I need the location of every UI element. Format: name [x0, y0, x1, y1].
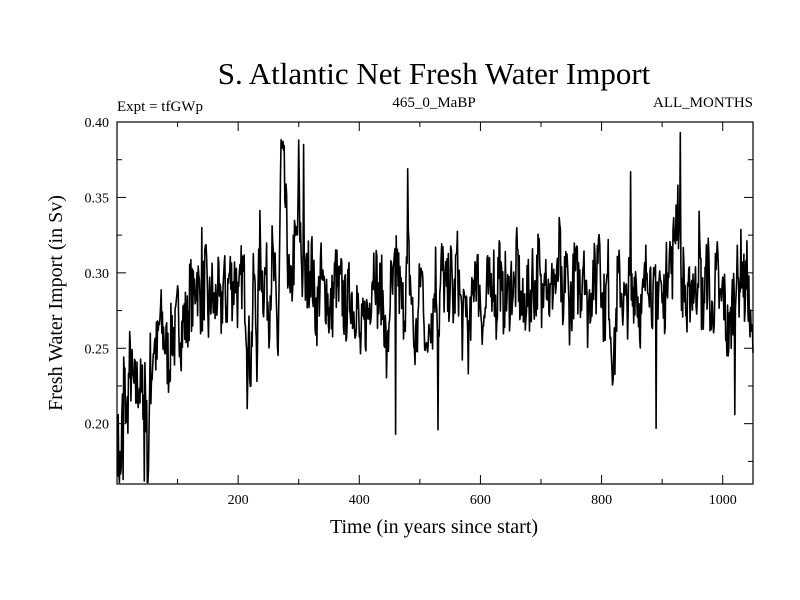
- y-tick-label: 0.25: [85, 342, 110, 357]
- y-tick-label: 0.30: [85, 267, 110, 282]
- y-axis-label: Fresh Water Import (in Sv): [45, 195, 67, 411]
- x-tick-label: 200: [228, 493, 249, 508]
- y-tick-label: 0.40: [85, 116, 110, 131]
- x-tick-label: 800: [591, 493, 612, 508]
- chart-title: S. Atlantic Net Fresh Water Import: [218, 56, 651, 91]
- experiment-label: Expt = tfGWp: [117, 99, 203, 115]
- x-axis-label: Time (in years since start): [330, 516, 538, 538]
- x-tick-label: 1000: [709, 493, 737, 508]
- y-tick-label: 0.20: [85, 418, 110, 433]
- x-tick-label: 400: [349, 493, 370, 508]
- plot-frame: [116, 121, 754, 485]
- months-label: ALL_MONTHS: [653, 95, 753, 111]
- time-slice-label: 465_0_MaBP: [392, 95, 475, 111]
- x-tick-label: 600: [470, 493, 491, 508]
- series-line: [116, 131, 754, 484]
- y-tick-label: 0.35: [85, 191, 110, 206]
